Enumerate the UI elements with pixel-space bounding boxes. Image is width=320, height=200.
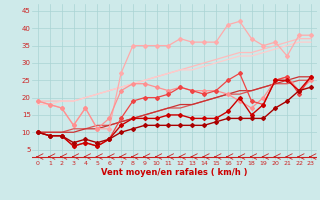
X-axis label: Vent moyen/en rafales ( km/h ): Vent moyen/en rafales ( km/h ): [101, 168, 248, 177]
